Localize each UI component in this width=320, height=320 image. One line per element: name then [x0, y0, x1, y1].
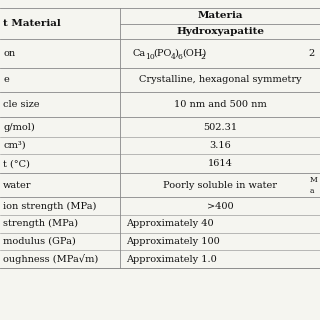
Text: (OH): (OH)	[182, 49, 206, 58]
Text: Approximately 40: Approximately 40	[126, 219, 214, 228]
Text: on: on	[3, 49, 15, 58]
Text: Approximately 1.0: Approximately 1.0	[126, 254, 217, 264]
Text: 4: 4	[171, 52, 175, 60]
Text: water: water	[3, 181, 32, 190]
Text: a: a	[310, 187, 314, 195]
Text: 10: 10	[146, 52, 155, 60]
Text: 2: 2	[309, 49, 315, 58]
Text: Ca: Ca	[133, 49, 146, 58]
Text: Poorly soluble in water: Poorly soluble in water	[163, 181, 277, 190]
Text: cm³): cm³)	[3, 141, 26, 150]
Text: M: M	[310, 176, 317, 184]
Text: 3.16: 3.16	[209, 141, 231, 150]
Text: e: e	[3, 75, 9, 84]
Text: Crystalline, hexagonal symmetry: Crystalline, hexagonal symmetry	[139, 75, 301, 84]
Text: strength (MPa): strength (MPa)	[3, 219, 78, 228]
Text: g/mol): g/mol)	[3, 123, 35, 132]
Text: t (°C): t (°C)	[3, 159, 30, 168]
Text: >400: >400	[207, 202, 233, 211]
Text: 10 nm and 500 nm: 10 nm and 500 nm	[174, 100, 266, 109]
Text: modulus (GPa): modulus (GPa)	[3, 237, 76, 246]
Text: 6: 6	[178, 52, 182, 60]
Text: Approximately 100: Approximately 100	[126, 237, 220, 246]
Text: 502.31: 502.31	[203, 123, 237, 132]
Text: (PO: (PO	[154, 49, 172, 58]
Text: ): )	[174, 49, 178, 58]
Text: oughness (MPa√m): oughness (MPa√m)	[3, 254, 99, 264]
Text: cle size: cle size	[3, 100, 40, 109]
Text: t Material: t Material	[3, 19, 61, 28]
Text: Hydroxyapatite: Hydroxyapatite	[176, 27, 264, 36]
Text: ion strength (MPa): ion strength (MPa)	[3, 202, 97, 211]
Text: 2: 2	[200, 52, 205, 60]
Text: Materia: Materia	[197, 12, 243, 20]
Text: 1614: 1614	[208, 159, 232, 168]
